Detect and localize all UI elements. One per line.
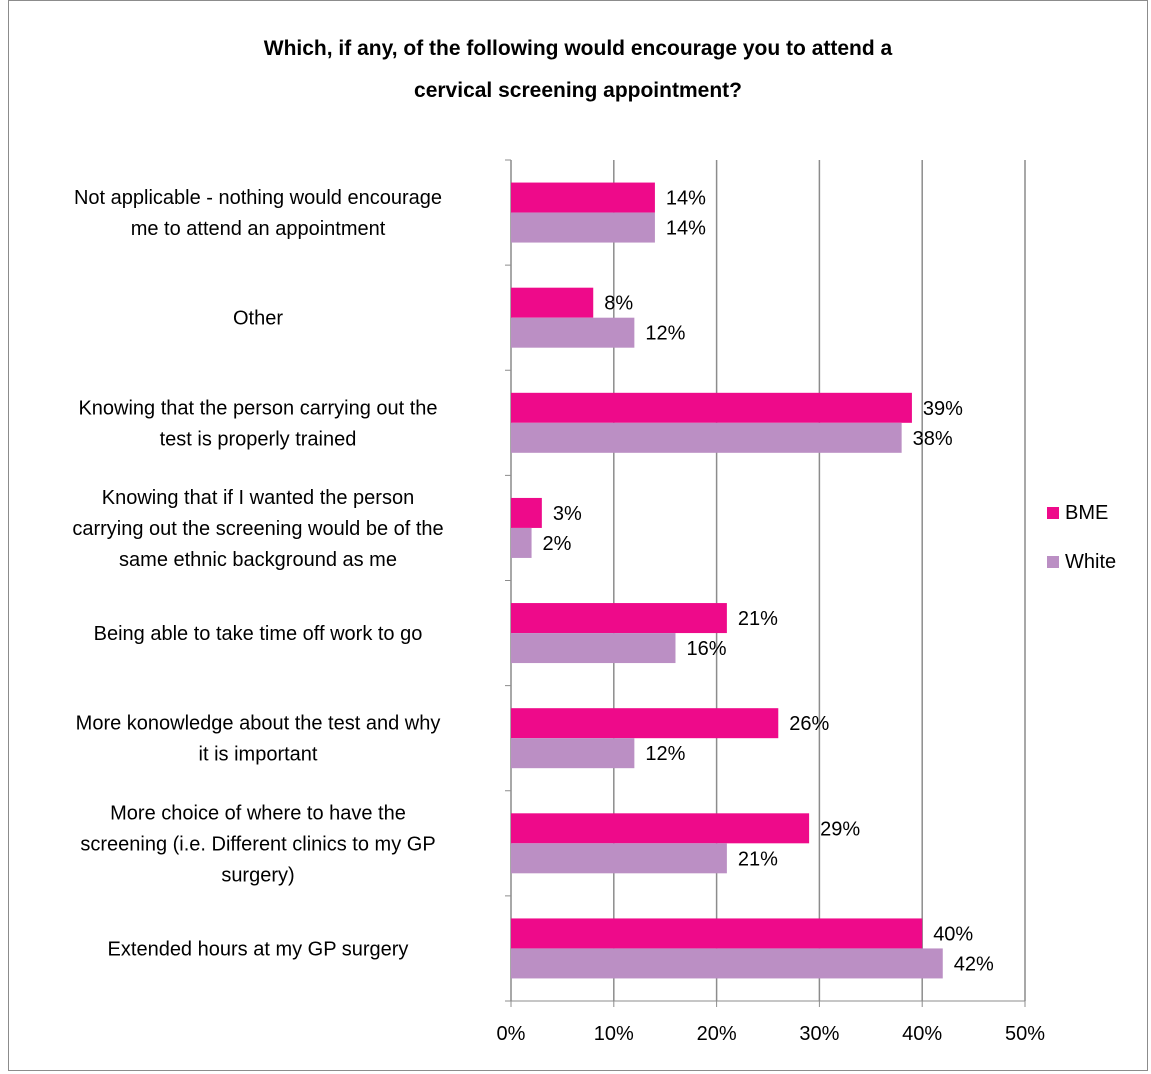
bar-bme [511, 918, 923, 949]
data-label: 14% [666, 188, 706, 210]
category-label: test is properly trained [160, 428, 357, 450]
bar-white [511, 738, 635, 769]
chart-title: Which, if any, of the following would en… [8, 28, 1148, 112]
bar-bme [511, 392, 912, 423]
data-label: 21% [738, 848, 778, 870]
category-label: surgery) [221, 864, 294, 886]
legend-label-white: White [1065, 551, 1116, 573]
category-label: Knowing that the person carrying out the [78, 397, 437, 419]
bar-white [511, 212, 655, 243]
data-label: 40% [933, 923, 973, 945]
category-label: Knowing that if I wanted the person [102, 487, 414, 509]
category-label: me to attend an appointment [131, 218, 386, 240]
category-label: Being able to take time off work to go [94, 623, 423, 645]
data-label: 8% [604, 293, 633, 315]
data-label: 12% [645, 743, 685, 765]
x-tick-label: 40% [902, 1023, 942, 1045]
data-label: 21% [738, 608, 778, 630]
data-label: 38% [913, 428, 953, 450]
chart-title-line-2: cervical screening appointment? [414, 79, 742, 102]
data-label: 3% [553, 503, 582, 525]
legend-swatch-white [1047, 556, 1059, 568]
category-label: Not applicable - nothing would encourage [74, 187, 442, 209]
bar-bme [511, 708, 779, 739]
data-label: 39% [923, 398, 963, 420]
bar-bme [511, 813, 810, 844]
chart-title-line-1: Which, if any, of the following would en… [263, 37, 893, 60]
data-label: 16% [686, 638, 726, 660]
data-label: 42% [954, 953, 994, 975]
bar-bme [511, 497, 542, 528]
category-label: More konowledge about the test and why [76, 713, 441, 735]
category-label: Other [233, 308, 283, 330]
legend-label-bme: BME [1065, 502, 1108, 524]
data-label: 26% [789, 713, 829, 735]
category-label: same ethnic background as me [119, 549, 397, 571]
category-label: More choice of where to have the [110, 802, 406, 824]
category-label: Extended hours at my GP surgery [108, 938, 409, 960]
bar-bme [511, 287, 594, 318]
category-label: it is important [199, 744, 318, 766]
data-label: 29% [820, 818, 860, 840]
bar-bme [511, 603, 727, 634]
bar-white [511, 843, 727, 874]
data-label: 2% [543, 533, 572, 555]
x-tick-label: 0% [497, 1023, 526, 1045]
bar-bme [511, 182, 655, 213]
x-tick-label: 50% [1005, 1023, 1045, 1045]
x-tick-label: 30% [799, 1023, 839, 1045]
x-tick-label: 20% [697, 1023, 737, 1045]
x-tick-label: 10% [594, 1023, 634, 1045]
bar-white [511, 948, 943, 979]
data-label: 12% [645, 323, 685, 345]
category-label: screening (i.e. Different clinics to my … [80, 833, 435, 855]
bar-white [511, 527, 532, 558]
chart-frame [8, 0, 1148, 1071]
legend-swatch-bme [1047, 507, 1059, 519]
bar-white [511, 633, 676, 664]
bar-white [511, 422, 902, 453]
category-label: carrying out the screening would be of t… [72, 518, 443, 540]
bar-white [511, 317, 635, 348]
data-label: 14% [666, 218, 706, 240]
